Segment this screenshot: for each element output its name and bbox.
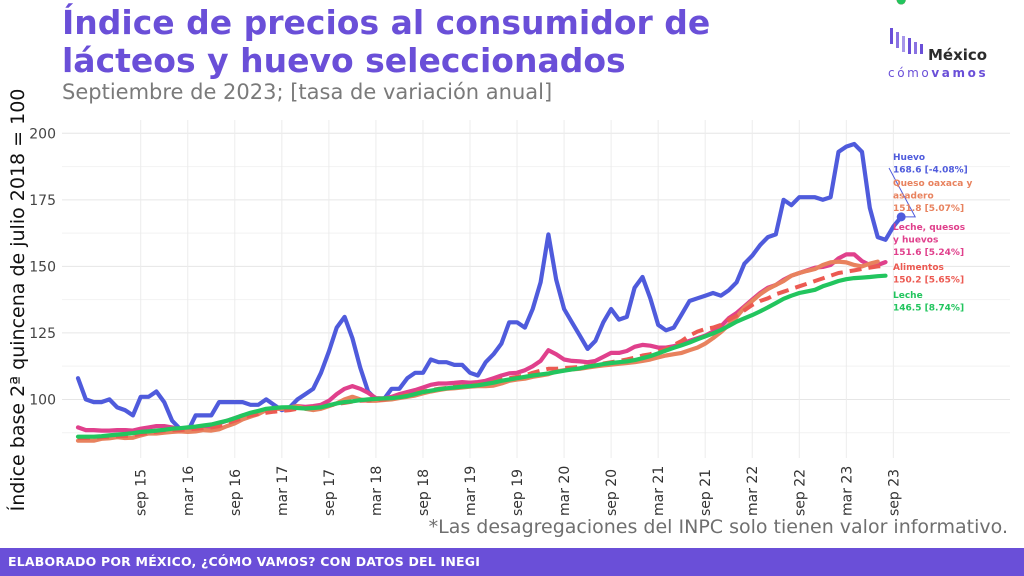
footnote: *Las desagregaciones del INPC solo tiene… [428, 516, 1008, 538]
x-tick-label: sep 17 [322, 469, 338, 516]
line-chart: 100 125 150 175 200 sep 15 mar 16 sep 16 mar 17 s… [29, 0, 1010, 516]
mexico-como-vamos-logo: México cómovamos [888, 24, 1008, 84]
series-end-label: 151.6 [5.24%] [893, 248, 964, 258]
x-tick-label: sep 21 [698, 469, 714, 516]
series-end-label: Alimentos [893, 263, 944, 273]
series-end-label: Queso oaxaca y [893, 179, 973, 189]
series-end-label: Huevo [893, 153, 925, 163]
x-tick-label: mar 17 [275, 466, 291, 516]
x-tick-label: mar 16 [181, 466, 197, 516]
x-tick-label: sep 20 [604, 469, 620, 516]
y-tick-label: 100 [29, 392, 56, 408]
series-end-label: Leche, quesos [893, 223, 965, 233]
series-line-huevo [75, 141, 904, 434]
x-tick-label: sep 16 [228, 469, 244, 516]
series-leader-line [888, 167, 917, 218]
x-tick-label: sep 15 [134, 469, 150, 516]
logo-main-text: México [928, 46, 988, 64]
y-tick-label: 150 [29, 259, 56, 275]
logo-sub-text: cómovamos [888, 66, 988, 80]
x-tick-label: mar 20 [557, 466, 573, 516]
series-end-label: Leche [893, 291, 923, 301]
series-end-label: y huevos [893, 236, 938, 246]
y-tick-label: 125 [29, 326, 56, 342]
x-tick-label: sep 23 [886, 469, 902, 516]
series-end-label: asadero [893, 192, 934, 202]
x-tick-label: mar 23 [839, 466, 855, 516]
x-tick-label: sep 18 [416, 469, 432, 516]
series-endpoint [896, 212, 906, 222]
series-line-leche [75, 273, 888, 439]
x-tick-label: mar 21 [651, 466, 667, 516]
series-end-label: 146.5 [8.74%] [893, 304, 964, 314]
x-tick-label: sep 19 [510, 469, 526, 516]
logo-sub-light: cómo [888, 66, 932, 80]
x-tick-label: mar 18 [369, 466, 385, 516]
series-end-label: 168.6 [-4.08%] [893, 166, 968, 176]
logo-sub-bold: vamos [931, 66, 989, 80]
chart-subtitle: Septiembre de 2023; [tasa de variación a… [62, 80, 553, 104]
chart-title: Índice de precios al consumidor de lácte… [62, 3, 711, 80]
series-endpoint [896, 0, 906, 5]
y-tick-label: 175 [29, 193, 56, 209]
y-tick-label: 200 [29, 126, 56, 142]
plot-area [62, 120, 1010, 458]
footer-text: ELABORADO POR MÉXICO, ¿CÓMO VAMOS? CON D… [8, 554, 481, 569]
footer-bar: ELABORADO POR MÉXICO, ¿CÓMO VAMOS? CON D… [0, 548, 1024, 576]
series-end-label: 151.8 [5.07%] [893, 204, 964, 214]
x-tick-label: sep 22 [792, 469, 808, 516]
logo-bars-icon [890, 28, 923, 54]
x-tick-label: mar 19 [463, 466, 479, 516]
x-tick-label: mar 22 [745, 466, 761, 516]
series-end-label: 150.2 [5.65%] [893, 276, 964, 286]
